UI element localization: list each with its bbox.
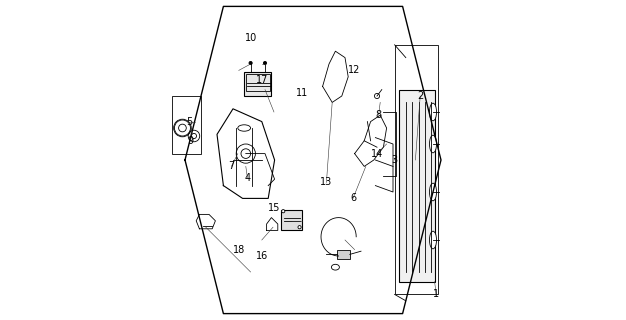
- Bar: [246, 74, 270, 91]
- Ellipse shape: [429, 135, 436, 153]
- Bar: [394, 45, 438, 294]
- Text: 17: 17: [255, 75, 268, 85]
- Text: 6: 6: [350, 193, 356, 204]
- Text: 1: 1: [433, 289, 439, 300]
- Ellipse shape: [429, 231, 436, 249]
- Circle shape: [298, 226, 301, 229]
- Ellipse shape: [429, 103, 436, 121]
- Text: 3: 3: [391, 155, 398, 165]
- Text: 18: 18: [233, 244, 245, 255]
- Text: 14: 14: [371, 148, 383, 159]
- Bar: [337, 250, 350, 259]
- Ellipse shape: [429, 183, 436, 201]
- Text: 15: 15: [268, 203, 280, 213]
- Circle shape: [282, 210, 285, 213]
- Text: 8: 8: [376, 110, 382, 120]
- Bar: [172, 96, 201, 154]
- Circle shape: [374, 93, 379, 99]
- Bar: [244, 72, 272, 96]
- Text: 10: 10: [245, 33, 257, 44]
- Text: 2: 2: [417, 91, 423, 101]
- Bar: [281, 210, 302, 230]
- Text: 11: 11: [295, 88, 308, 98]
- Circle shape: [249, 61, 252, 65]
- Text: 13: 13: [321, 177, 332, 188]
- Text: 4: 4: [244, 172, 250, 183]
- Text: 9: 9: [188, 136, 194, 146]
- Text: 12: 12: [349, 65, 361, 76]
- Text: 7: 7: [228, 161, 235, 172]
- Bar: [399, 90, 434, 282]
- Text: 16: 16: [255, 251, 268, 261]
- Circle shape: [264, 61, 267, 65]
- Text: 5: 5: [187, 116, 193, 127]
